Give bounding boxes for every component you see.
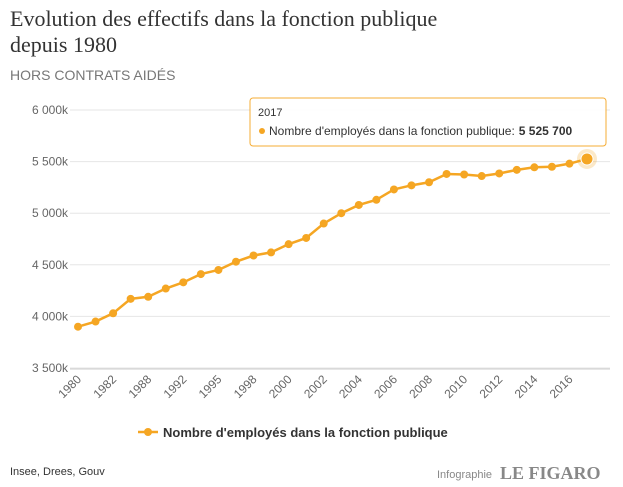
point — [284, 240, 293, 249]
x-tick-label: 2016 — [547, 372, 576, 401]
point — [372, 195, 381, 204]
point — [74, 322, 82, 331]
point — [354, 200, 363, 209]
point — [547, 162, 556, 171]
point — [231, 257, 240, 266]
brand: LE FIGARO — [500, 463, 601, 483]
legend-label: Nombre d'employés dans la fonction publi… — [163, 425, 448, 440]
point — [144, 292, 153, 301]
y-tick-label: 4 000k — [32, 309, 69, 323]
source: Insee, Drees, Gouv — [10, 466, 105, 478]
chart-title: Evolution des effectifs dans la fonction… — [10, 6, 437, 31]
point — [126, 294, 135, 303]
point — [161, 284, 170, 293]
point — [407, 181, 416, 190]
tooltip-label: Nombre d'employés dans la fonction publi… — [269, 124, 515, 138]
point — [512, 165, 521, 174]
line — [77, 157, 588, 328]
x-tick-label: 2000 — [266, 372, 295, 401]
chart-title: depuis 1980 — [10, 32, 117, 57]
x-tick-label: 1988 — [126, 372, 155, 401]
point — [196, 270, 205, 279]
point — [319, 219, 328, 228]
legend: Nombre d'employés dans la fonction publi… — [138, 425, 448, 440]
point — [580, 152, 594, 166]
y-tick-label: 6 000k — [32, 103, 69, 117]
x-tick-label: 1995 — [196, 372, 225, 401]
point — [179, 278, 188, 287]
x-tick-label: 2002 — [301, 372, 330, 401]
x-tick-label: 1998 — [231, 372, 260, 401]
point — [214, 265, 223, 274]
y-tick-label: 5 500k — [32, 155, 69, 169]
point — [565, 159, 574, 168]
point — [442, 169, 451, 178]
point — [302, 233, 311, 242]
point — [109, 309, 118, 318]
tooltip-value: 5 525 700 — [519, 124, 573, 138]
point — [249, 251, 258, 260]
x-tick-label: 2014 — [512, 372, 541, 401]
point — [267, 248, 276, 257]
tooltip-bullet — [259, 128, 265, 134]
x-tick-label: 2008 — [406, 372, 435, 401]
credit: Infographie — [437, 469, 492, 481]
point — [530, 163, 539, 172]
y-tick-label: 5 000k — [32, 206, 69, 220]
point — [337, 209, 346, 218]
point — [425, 178, 434, 187]
legend-swatch — [144, 428, 152, 436]
point — [477, 172, 486, 181]
x-tick-label: 1982 — [90, 372, 119, 401]
x-tick-label: 2010 — [441, 372, 470, 401]
y-tick-label: 4 500k — [32, 258, 69, 272]
x-tick-label: 1992 — [161, 372, 190, 401]
tooltip-box — [249, 97, 607, 147]
tooltip-text: Nombre d'employés dans la fonction publi… — [269, 124, 572, 138]
x-tick-label: 2004 — [336, 372, 365, 401]
x-tick-label: 1980 — [55, 372, 84, 401]
x-tick-label: 2006 — [371, 372, 400, 401]
tooltip-title: 2017 — [258, 107, 282, 119]
point — [460, 170, 469, 179]
point — [91, 317, 100, 326]
x-tick-label: 2012 — [477, 372, 506, 401]
point — [495, 169, 504, 178]
y-tick-label: 3 500k — [32, 361, 69, 375]
chart-subtitle: HORS CONTRATS AIDÉS — [10, 67, 175, 83]
point — [389, 185, 398, 194]
